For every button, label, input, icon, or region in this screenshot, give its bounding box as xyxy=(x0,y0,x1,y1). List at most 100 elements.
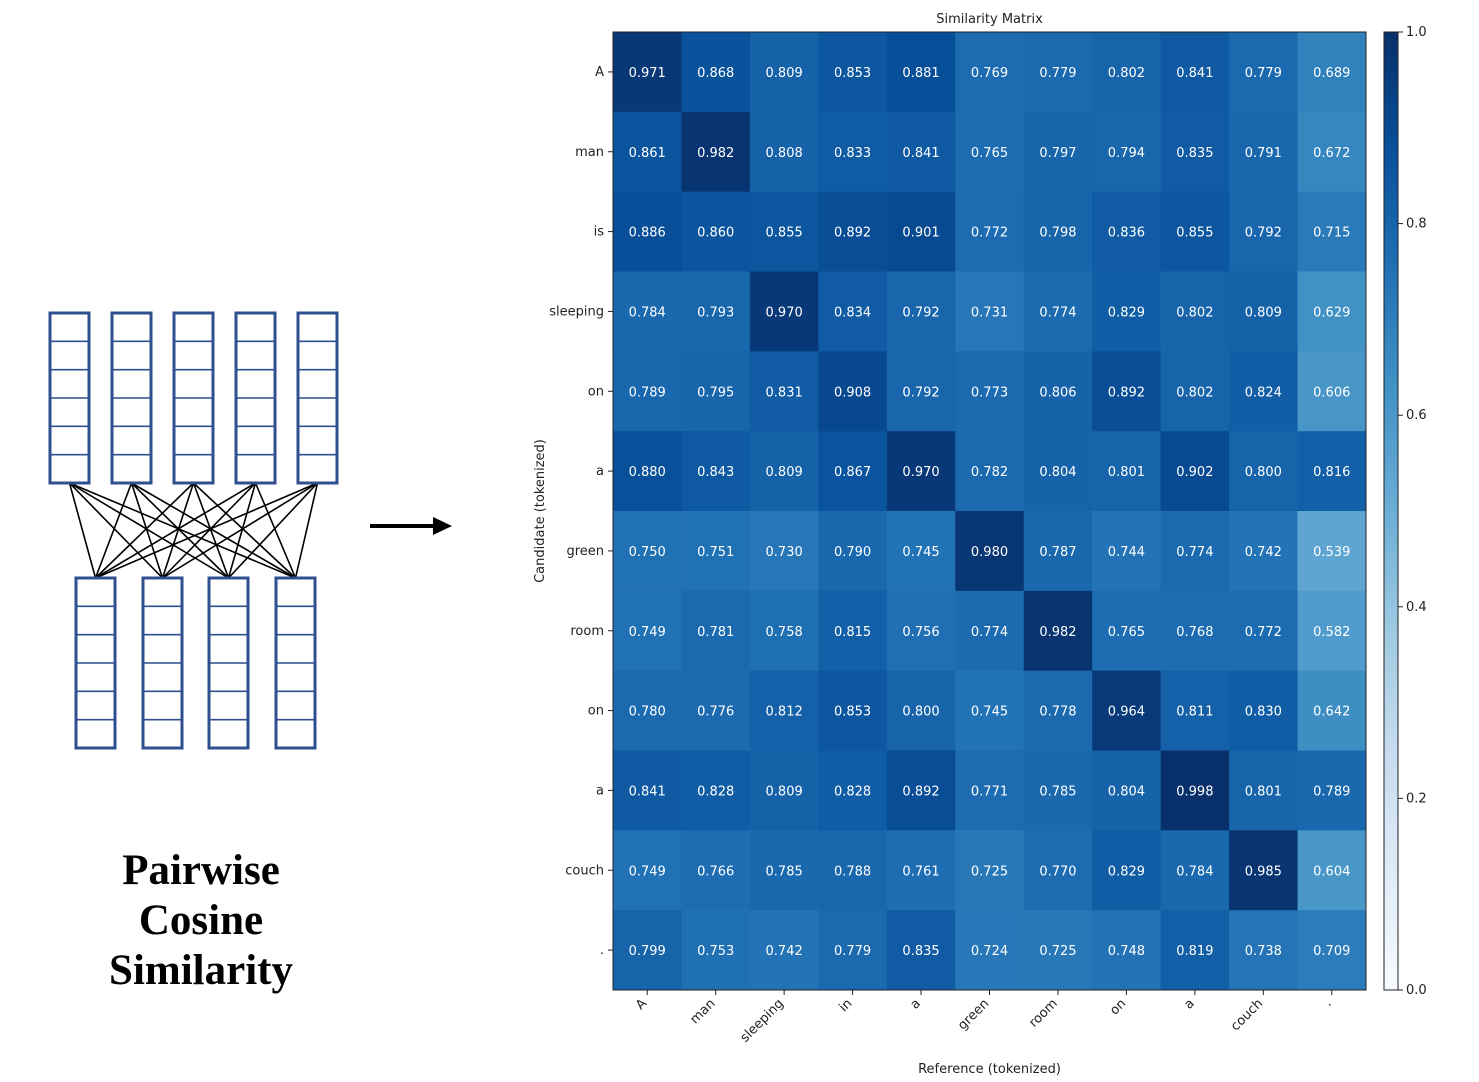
heatmap-cell xyxy=(1160,511,1230,592)
cell-value-label: 0.833 xyxy=(834,146,871,161)
cell-value-label: 0.774 xyxy=(971,625,1008,640)
cell-value-label: 0.715 xyxy=(1313,226,1350,241)
cell-value-label: 0.689 xyxy=(1313,66,1350,81)
heatmap-cell xyxy=(1023,590,1093,672)
heatmap-cell xyxy=(1092,511,1162,592)
heatmap-cell xyxy=(1229,111,1299,193)
cell-value-label: 0.768 xyxy=(1176,625,1213,640)
reference-embedding-column xyxy=(110,311,153,485)
heatmap-cell xyxy=(1023,431,1093,512)
cell-value-label: 0.985 xyxy=(1245,864,1282,879)
heatmap-cell xyxy=(818,750,888,831)
heatmap-cell xyxy=(955,590,1025,672)
y-tick-label: sleeping xyxy=(549,304,604,319)
cell-value-label: 0.774 xyxy=(1176,545,1213,560)
cell-value-label: 0.791 xyxy=(1245,146,1282,161)
cell-value-label: 0.725 xyxy=(971,864,1008,879)
caption-line-2: Cosine xyxy=(138,897,264,944)
colorbar xyxy=(1383,31,1399,991)
heatmap-cell xyxy=(1092,590,1162,672)
connection-line xyxy=(94,482,133,579)
heatmap-cell xyxy=(1229,750,1299,831)
cell-value-label: 0.802 xyxy=(1108,66,1145,81)
heatmap-cell xyxy=(613,511,682,592)
cell-value-label: 0.824 xyxy=(1245,385,1282,400)
heatmap-cell xyxy=(1023,750,1093,831)
heatmap-cell xyxy=(1023,111,1093,193)
heatmap-cell xyxy=(749,191,819,272)
heatmap-cell xyxy=(955,191,1025,272)
cell-value-label: 0.802 xyxy=(1176,385,1213,400)
cell-value-label: 0.758 xyxy=(766,625,803,640)
cell-value-label: 0.771 xyxy=(971,784,1008,799)
heatmap-cell xyxy=(613,351,682,432)
cell-value-label: 0.998 xyxy=(1176,784,1213,799)
cell-value-label: 0.738 xyxy=(1245,944,1282,959)
heatmap-cell xyxy=(1023,351,1093,432)
cell-value-label: 0.830 xyxy=(1245,705,1282,720)
heatmap-cell xyxy=(818,271,888,352)
cell-value-label: 0.982 xyxy=(697,146,734,161)
cell-value-label: 0.731 xyxy=(971,305,1008,320)
y-axis-label: Candidate (tokenized) xyxy=(533,439,548,583)
arrow-head xyxy=(433,517,452,535)
cell-value-label: 0.809 xyxy=(766,784,803,799)
heatmap-cell xyxy=(955,32,1025,113)
heatmap-cell xyxy=(681,191,751,272)
candidate-embedding-column xyxy=(207,576,250,750)
cell-value-label: 0.745 xyxy=(902,545,939,560)
heatmap-cell xyxy=(1092,111,1162,193)
heatmap-cell xyxy=(613,910,682,991)
chart-title: Similarity Matrix xyxy=(936,12,1043,27)
heatmap-cell xyxy=(1297,910,1367,991)
x-tick-label: on xyxy=(1107,996,1129,1018)
reference-embedding-column xyxy=(234,311,277,485)
heatmap-cell xyxy=(1160,191,1230,272)
cell-value-label: 0.672 xyxy=(1313,146,1350,161)
cell-value-label: 0.629 xyxy=(1313,305,1350,320)
connection-line xyxy=(94,482,195,579)
cell-value-label: 0.792 xyxy=(902,305,939,320)
heatmap-cell xyxy=(1297,191,1367,272)
cell-value-label: 0.797 xyxy=(1039,146,1076,161)
cell-value-label: 0.886 xyxy=(629,226,666,241)
cell-value-label: 0.880 xyxy=(629,465,666,480)
cell-value-label: 0.765 xyxy=(1108,625,1145,640)
x-axis-label: Reference (tokenized) xyxy=(918,1062,1061,1077)
heatmap-cell xyxy=(886,32,956,113)
heatmap-cell xyxy=(749,830,819,911)
heatmap-cell xyxy=(1092,670,1162,751)
cell-value-label: 0.769 xyxy=(971,66,1008,81)
heatmap-cell xyxy=(749,750,819,831)
y-tick-label: green xyxy=(566,544,604,559)
heatmap-cell xyxy=(1160,32,1230,113)
connection-lines xyxy=(68,482,319,579)
diagram-caption: Pairwise Cosine Similarity xyxy=(60,846,342,996)
heatmap-cell xyxy=(749,271,819,352)
heatmap-cell xyxy=(818,431,888,512)
cell-value-label: 0.748 xyxy=(1108,944,1145,959)
colorbar-tick-label: 0.8 xyxy=(1406,217,1427,232)
cell-value-label: 0.836 xyxy=(1108,226,1145,241)
heatmap-cell xyxy=(955,511,1025,592)
heatmap-cell xyxy=(818,32,888,113)
cell-value-label: 0.539 xyxy=(1313,545,1350,560)
cell-value-label: 0.970 xyxy=(766,305,803,320)
heatmap-cells: 0.971 0.868 0.809 0.853 0.881 0.769 0.779 0.802… xyxy=(613,32,1367,991)
heatmap-cell xyxy=(818,670,888,751)
cell-value-label: 0.790 xyxy=(834,545,871,560)
connection-line xyxy=(68,482,164,579)
heatmap-cell xyxy=(1229,830,1299,911)
y-tick-label: A xyxy=(595,65,604,80)
cell-value-label: 0.800 xyxy=(1245,465,1282,480)
heatmap-cell xyxy=(818,590,888,672)
heatmap-cell xyxy=(955,111,1025,193)
heatmap-cell xyxy=(681,351,751,432)
connection-line xyxy=(227,482,319,579)
cell-value-label: 0.835 xyxy=(902,944,939,959)
heatmap-cell xyxy=(886,431,956,512)
cell-value-label: 0.841 xyxy=(902,146,939,161)
